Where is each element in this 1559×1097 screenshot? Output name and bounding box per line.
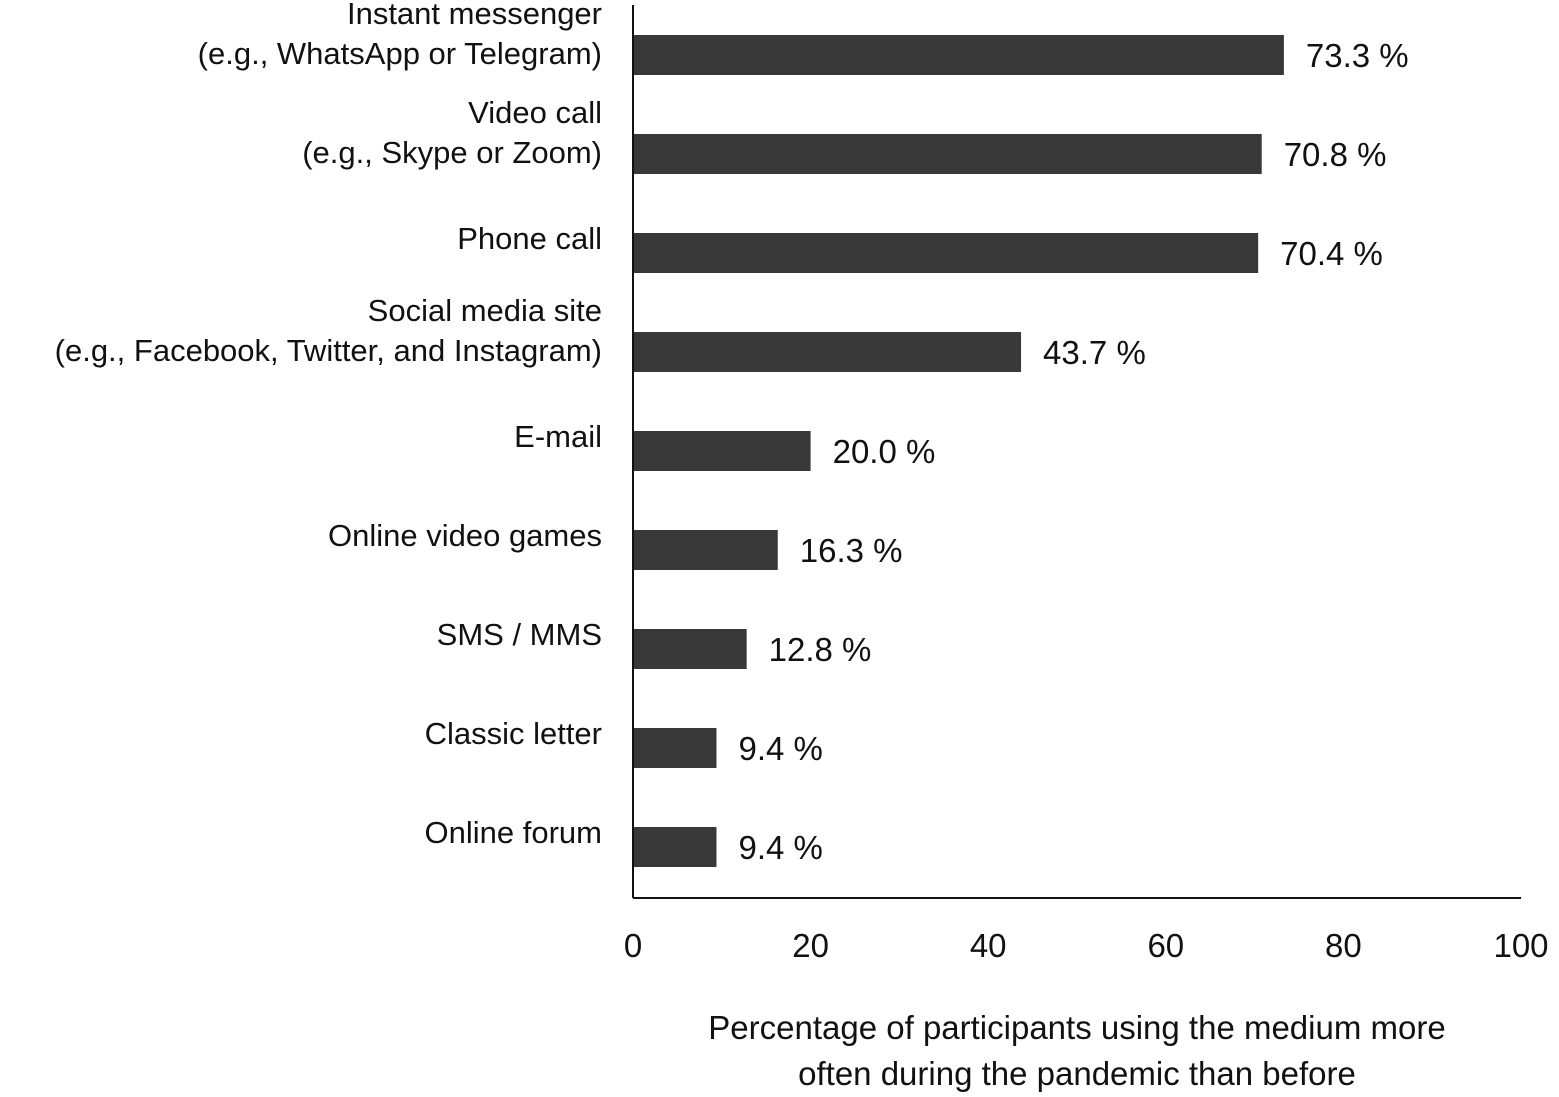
category-label-1: Video call (e.g., Skype or Zoom) bbox=[302, 95, 602, 170]
category-label-7-line-0: Classic letter bbox=[425, 716, 602, 751]
value-label-7: 9.4 % bbox=[738, 730, 822, 767]
x-axis-title-line-0: Percentage of participants using the med… bbox=[708, 1009, 1445, 1046]
category-label-0-line-1: (e.g., WhatsApp or Telegram) bbox=[198, 36, 602, 71]
category-label-5-line-0: Online video games bbox=[328, 518, 602, 553]
axes-group bbox=[632, 5, 1521, 899]
category-label-7: Classic letter bbox=[425, 716, 602, 751]
value-label-8: 9.4 % bbox=[738, 829, 822, 866]
category-label-0: Instant messenger (e.g., WhatsApp or Tele… bbox=[198, 0, 602, 71]
value-label-3: 43.7 % bbox=[1043, 334, 1146, 371]
bar-0 bbox=[633, 35, 1284, 75]
category-labels-group: Instant messenger (e.g., WhatsApp or Tele… bbox=[55, 0, 602, 850]
bars-group bbox=[633, 35, 1284, 867]
bar-1 bbox=[633, 134, 1262, 174]
bar-6 bbox=[633, 629, 747, 669]
x-axis-title-line-1: often during the pandemic than before bbox=[798, 1055, 1356, 1092]
value-label-6: 12.8 % bbox=[769, 631, 872, 668]
x-axis-title: Percentage of participants using the med… bbox=[708, 1009, 1445, 1092]
category-label-8: Online forum bbox=[425, 815, 602, 850]
x-tick-label-100: 100 bbox=[1493, 927, 1548, 964]
value-label-0: 73.3 % bbox=[1306, 37, 1409, 74]
category-label-3-line-0: Social media site bbox=[368, 293, 602, 328]
value-label-4: 20.0 % bbox=[833, 433, 936, 470]
value-labels-group: 73.3 % 70.8 % 70.4 % 43.7 % 20.0 % 16.3 % 12.8… bbox=[738, 37, 1408, 866]
category-label-2-line-0: Phone call bbox=[457, 221, 602, 256]
category-label-1-line-0: Video call bbox=[468, 95, 602, 130]
x-tick-labels-group: 0 20 40 60 80 100 bbox=[624, 927, 1549, 964]
bar-3 bbox=[633, 332, 1022, 372]
category-label-5: Online video games bbox=[328, 518, 602, 553]
bar-8 bbox=[633, 827, 717, 867]
category-label-6-line-0: SMS / MMS bbox=[437, 617, 602, 652]
category-label-8-line-0: Online forum bbox=[425, 815, 602, 850]
category-label-4: E-mail bbox=[514, 419, 602, 454]
bar-7 bbox=[633, 728, 717, 768]
bar-4 bbox=[633, 431, 811, 471]
value-label-2: 70.4 % bbox=[1280, 235, 1383, 272]
x-tick-label-60: 60 bbox=[1147, 927, 1184, 964]
x-tick-label-0: 0 bbox=[624, 927, 642, 964]
x-tick-label-40: 40 bbox=[970, 927, 1007, 964]
category-label-4-line-0: E-mail bbox=[514, 419, 602, 454]
bar-2 bbox=[633, 233, 1259, 273]
value-label-5: 16.3 % bbox=[800, 532, 903, 569]
category-label-0-line-0: Instant messenger bbox=[347, 0, 602, 31]
category-label-1-line-1: (e.g., Skype or Zoom) bbox=[302, 135, 602, 170]
category-label-3-line-1: (e.g., Facebook, Twitter, and Instagram) bbox=[55, 333, 602, 368]
value-label-1: 70.8 % bbox=[1284, 136, 1387, 173]
category-label-6: SMS / MMS bbox=[437, 617, 602, 652]
x-tick-label-20: 20 bbox=[792, 927, 829, 964]
bar-5 bbox=[633, 530, 778, 570]
x-tick-label-80: 80 bbox=[1325, 927, 1362, 964]
category-label-3: Social media site (e.g., Facebook, Twitte… bbox=[55, 293, 602, 368]
category-label-2: Phone call bbox=[457, 221, 602, 256]
